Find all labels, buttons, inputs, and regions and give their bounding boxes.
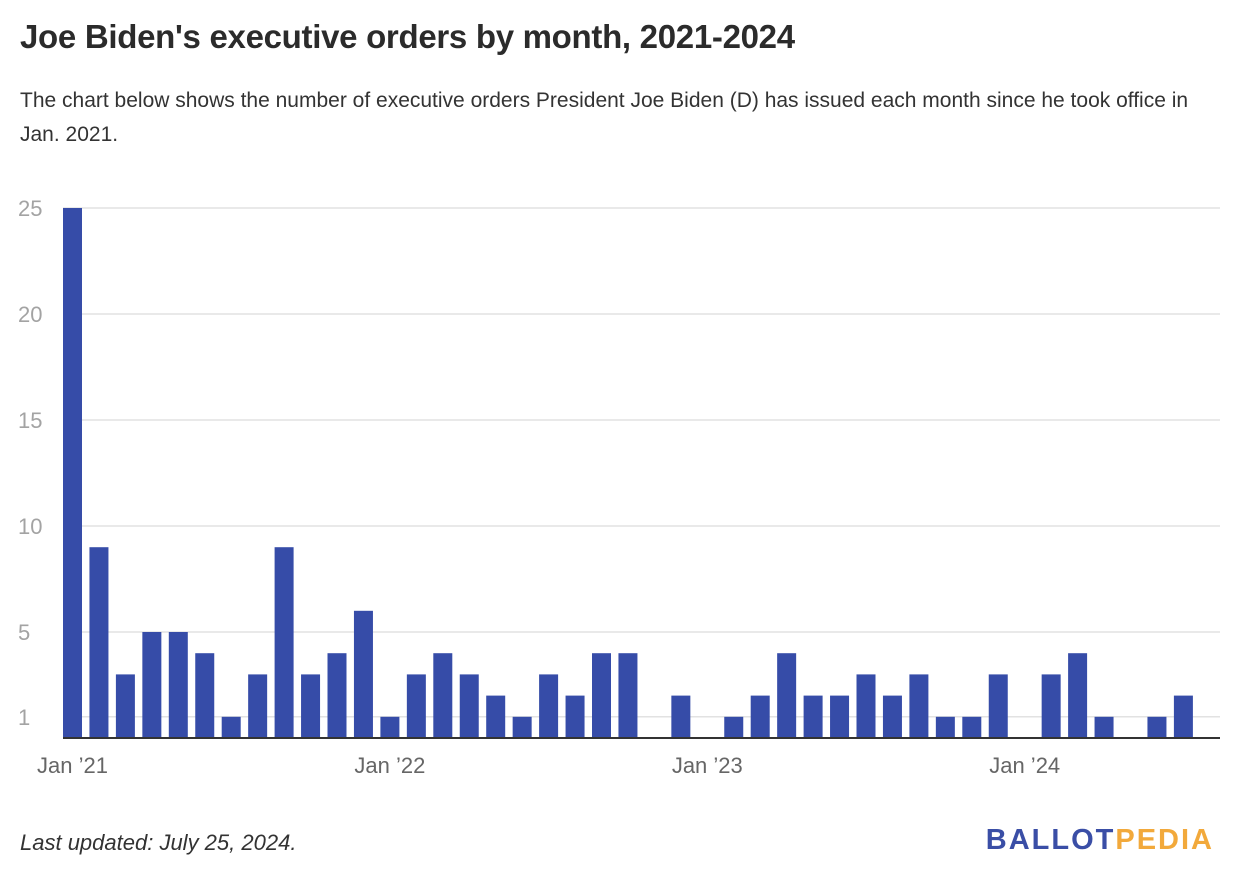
bar-oct-2021[interactable]	[301, 674, 321, 738]
bar-mar-2022[interactable]	[433, 653, 453, 738]
bar-jul-2023[interactable]	[856, 674, 876, 738]
logo-part-ballot: BALLOT	[985, 824, 1116, 856]
y-tick-label: 15	[18, 408, 42, 433]
bar-feb-2022[interactable]	[406, 674, 426, 738]
y-tick-label: 25	[18, 196, 42, 221]
bar-nov-2023[interactable]	[962, 716, 982, 738]
y-tick-label: 5	[18, 620, 30, 645]
bar-sep-2022[interactable]	[592, 653, 611, 738]
bar-feb-2023[interactable]	[724, 716, 744, 738]
x-tick-label: Jan ’22	[354, 753, 425, 778]
bar-aug-2023[interactable]	[882, 695, 902, 738]
bar-jan-2022[interactable]	[380, 716, 400, 738]
bar-mar-2021[interactable]	[115, 674, 135, 738]
bar-sep-2021[interactable]	[274, 547, 294, 738]
x-tick-label: Jan ’21	[37, 753, 108, 778]
bars	[63, 208, 1193, 738]
bar-feb-2021[interactable]	[89, 547, 109, 738]
bar-apr-2022[interactable]	[459, 674, 479, 738]
bar-jun-2021[interactable]	[195, 653, 215, 738]
ballotpedia-logo[interactable]: BALLOTPEDIA	[986, 824, 1214, 857]
bar-jul-2022[interactable]	[539, 674, 559, 738]
x-tick-label: Jan ’24	[989, 753, 1060, 778]
bar-jul-2024[interactable]	[1173, 695, 1193, 738]
last-updated-note: Last updated: July 25, 2024.	[20, 830, 297, 855]
bar-dec-2023[interactable]	[988, 674, 1008, 738]
bar-jan-2021[interactable]	[63, 208, 82, 738]
bar-nov-2021[interactable]	[327, 653, 347, 738]
bar-jun-2022[interactable]	[512, 716, 532, 738]
bar-mar-2023[interactable]	[750, 695, 770, 738]
bar-apr-2023[interactable]	[777, 653, 797, 738]
bar-sep-2023[interactable]	[909, 674, 929, 738]
y-tick-label: 10	[18, 514, 42, 539]
bar-jul-2021[interactable]	[221, 716, 241, 738]
logo-part-pedia: PEDIA	[1115, 824, 1214, 856]
bar-jun-2023[interactable]	[830, 695, 850, 738]
bar-oct-2022[interactable]	[618, 653, 638, 738]
bar-apr-2021[interactable]	[142, 632, 162, 738]
gridlines	[63, 207, 1220, 718]
bar-dec-2021[interactable]	[353, 610, 373, 738]
bar-may-2022[interactable]	[486, 695, 506, 738]
y-tick-label: 20	[18, 302, 42, 327]
bar-apr-2024[interactable]	[1094, 716, 1114, 738]
x-tick-label: Jan ’23	[672, 753, 743, 778]
bar-may-2023[interactable]	[803, 695, 823, 738]
bar-jun-2024[interactable]	[1147, 716, 1167, 738]
chart-title: Joe Biden's executive orders by month, 2…	[20, 18, 795, 55]
bar-oct-2023[interactable]	[935, 716, 955, 738]
bar-dec-2022[interactable]	[671, 695, 691, 738]
chart-subtitle: The chart below shows the number of exec…	[20, 89, 1189, 146]
bar-may-2021[interactable]	[168, 632, 188, 738]
bar-mar-2024[interactable]	[1068, 653, 1088, 738]
bar-aug-2021[interactable]	[248, 674, 268, 738]
y-tick-label: 1	[18, 705, 30, 730]
bar-aug-2022[interactable]	[565, 695, 585, 738]
x-axis-ticks: Jan ’21 Jan ’22 Jan ’23 Jan ’24	[37, 753, 1060, 778]
bar-feb-2024[interactable]	[1041, 674, 1061, 738]
